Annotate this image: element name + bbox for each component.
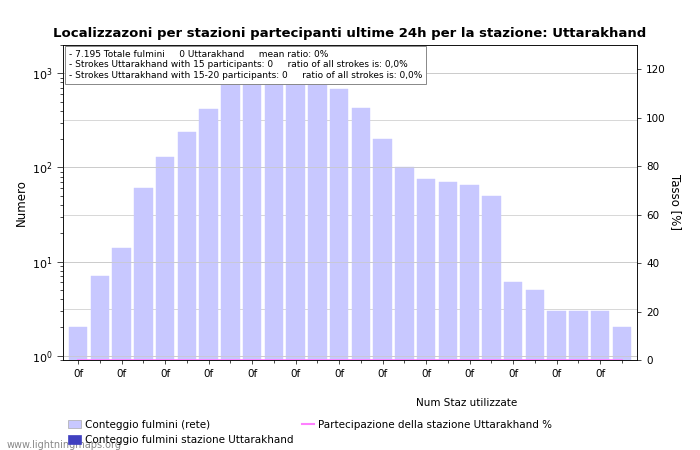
Bar xyxy=(243,72,261,450)
Text: - 7.195 Totale fulmini     0 Uttarakhand     mean ratio: 0%
- Strokes Uttarakhan: - 7.195 Totale fulmini 0 Uttarakhand mea… xyxy=(69,50,422,80)
Bar xyxy=(134,189,153,450)
Bar xyxy=(178,132,196,450)
Bar xyxy=(569,311,587,450)
Bar xyxy=(461,185,479,450)
Bar xyxy=(69,327,88,450)
Bar xyxy=(351,108,370,450)
Text: Num Staz utilizzate: Num Staz utilizzate xyxy=(416,398,518,408)
Bar xyxy=(330,89,349,450)
Bar xyxy=(373,139,392,450)
Title: Localizzazoni per stazioni partecipanti ultime 24h per la stazione: Uttarakhand: Localizzazoni per stazioni partecipanti … xyxy=(53,27,647,40)
Bar xyxy=(526,290,544,450)
Bar xyxy=(113,248,131,450)
Text: www.lightningmaps.org: www.lightningmaps.org xyxy=(7,440,122,450)
Bar xyxy=(286,73,305,450)
Bar xyxy=(265,68,283,450)
Bar xyxy=(221,84,239,450)
Bar xyxy=(308,80,327,450)
Y-axis label: Numero: Numero xyxy=(15,179,28,226)
Y-axis label: Tasso [%]: Tasso [%] xyxy=(669,175,682,230)
Bar xyxy=(156,157,174,450)
Bar xyxy=(417,179,435,450)
Bar xyxy=(199,109,218,450)
Legend: Conteggio fulmini (rete), Conteggio fulmini stazione Uttarakhand, Partecipazione: Conteggio fulmini (rete), Conteggio fulm… xyxy=(68,419,552,445)
Bar xyxy=(591,311,609,450)
Bar xyxy=(91,276,109,450)
Bar xyxy=(482,196,500,450)
Bar xyxy=(439,182,457,450)
Bar xyxy=(504,283,522,450)
Bar xyxy=(395,167,414,450)
Bar xyxy=(612,327,631,450)
Bar xyxy=(547,311,566,450)
